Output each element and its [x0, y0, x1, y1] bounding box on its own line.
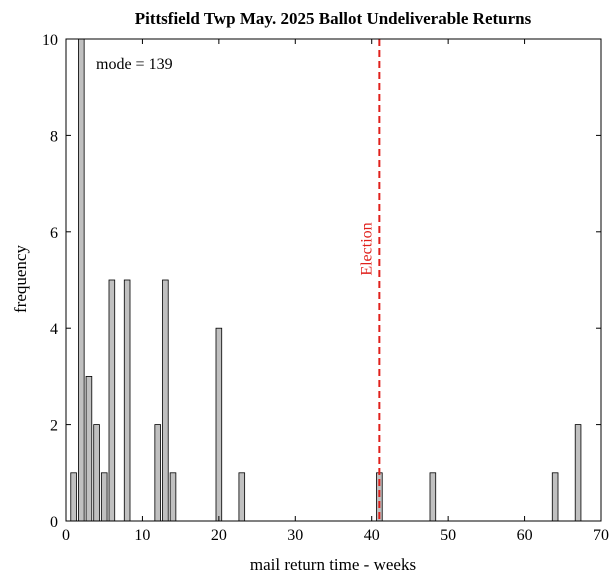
y-axis: 0 2 4 6 8 10	[42, 32, 601, 531]
y-tick-label: 0	[50, 514, 58, 531]
bar	[574, 424, 582, 522]
bar-group	[70, 38, 582, 522]
x-tick-label: 70	[593, 527, 609, 544]
x-axis: 0 10 20 30 40 50 60 70	[62, 39, 609, 544]
y-tick-label: 2	[50, 418, 58, 435]
x-tick-label: 20	[211, 527, 227, 544]
bar	[154, 424, 161, 522]
election-label: Election	[358, 222, 375, 275]
x-tick-label: 50	[440, 527, 456, 544]
y-axis-label: frequency	[11, 245, 30, 313]
bar	[123, 279, 131, 522]
bar	[169, 472, 177, 522]
bar	[100, 472, 108, 522]
bar	[108, 279, 116, 522]
chart-title: Pittsfield Twp May. 2025 Ballot Undelive…	[135, 9, 532, 28]
bar	[93, 424, 100, 522]
bar	[215, 327, 223, 522]
y-tick-label: 10	[42, 32, 58, 49]
x-tick-label: 0	[62, 527, 70, 544]
y-tick-label: 8	[50, 128, 58, 145]
bar	[238, 472, 246, 522]
x-axis-label: mail return time - weeks	[250, 555, 416, 574]
bar	[85, 375, 93, 522]
x-tick-label: 10	[134, 527, 150, 544]
bar	[162, 279, 169, 522]
bar	[429, 472, 437, 522]
plot-frame	[65, 38, 602, 522]
x-tick-label: 40	[364, 527, 380, 544]
bar	[70, 472, 77, 522]
bar	[78, 38, 85, 522]
bar	[551, 472, 559, 522]
y-tick-label: 4	[50, 321, 58, 338]
x-tick-label: 60	[517, 527, 533, 544]
mode-annotation: mode = 139	[96, 56, 173, 73]
y-tick-label: 6	[50, 225, 58, 242]
x-tick-label: 30	[287, 527, 303, 544]
